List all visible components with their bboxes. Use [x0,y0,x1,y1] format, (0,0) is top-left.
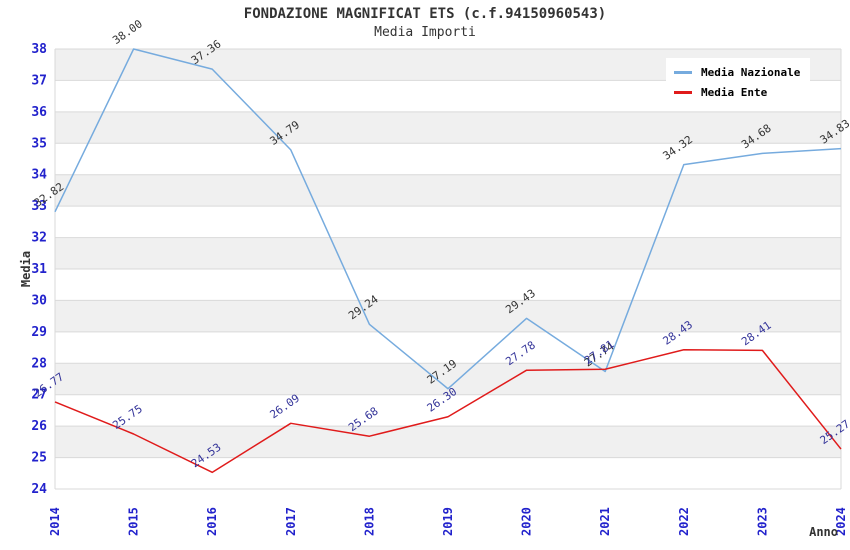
y-tick-label: 32 [31,231,47,246]
x-tick-label: 2021 [598,507,612,536]
legend-item-media-nazionale: Media Nazionale [674,62,800,82]
legend-item-media-ente: Media Ente [674,82,800,102]
series-line-media-nazionale [54,48,842,390]
x-tick-label: 2015 [127,507,141,536]
plot-band [55,300,841,332]
y-axis-title: Media [19,251,33,287]
y-tick-label: 38 [31,42,47,57]
y-tick-label: 31 [31,262,47,277]
plot-band [55,174,841,207]
legend-label-ente: Media Ente [701,85,768,99]
x-tick-label: 2019 [441,507,455,536]
x-tick-label: 2016 [205,507,219,536]
y-tick-label: 27 [31,388,47,403]
y-tick-label: 28 [31,356,47,371]
legend: Media Nazionale Media Ente [666,58,811,107]
x-tick-label: 2014 [48,507,62,536]
plot-band [55,426,841,458]
legend-swatch-nazionale-icon [674,70,692,74]
y-tick-label: 37 [31,73,47,88]
y-tick-label: 33 [31,199,47,214]
data-label: 26.09 [267,392,302,422]
plot-band [55,237,841,269]
plot-band [55,111,841,144]
y-tick-label: 29 [31,325,47,340]
x-tick-label: 2018 [362,507,376,536]
series-line-media-ente [54,349,842,474]
y-tick-label: 35 [31,136,47,151]
x-tick-label: 2022 [677,507,691,536]
y-tick-label: 26 [31,419,47,434]
y-tick-label: 25 [31,451,47,466]
x-tick-label: 2020 [520,507,534,536]
x-tick-label: 2023 [755,507,769,536]
y-tick-label: 34 [31,168,47,183]
legend-label-nazionale: Media Nazionale [701,65,801,79]
x-tick-label: 2024 [834,507,848,536]
x-axis-title: Anno [809,525,838,539]
chart-subtitle: Media Importi [374,25,476,40]
y-tick-label: 24 [31,482,47,497]
data-label: 38.00 [110,17,145,47]
x-tick-label: 2017 [284,507,298,536]
y-tick-label: 30 [31,293,47,308]
chart-title: FONDAZIONE MAGNIFICAT ETS (c.f.941509605… [243,6,607,22]
legend-swatch-ente-icon [674,90,692,94]
y-tick-label: 36 [31,105,47,120]
